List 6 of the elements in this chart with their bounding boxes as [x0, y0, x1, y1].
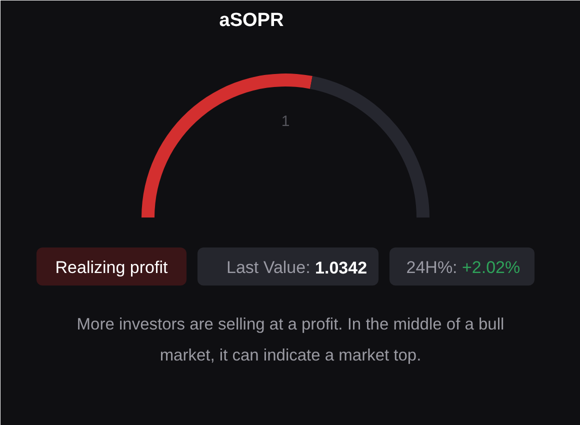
text: 24H%: +2.02% — [406, 258, 520, 277]
text: More investors are selling at a profit. In the middle of a bull market, it can indicate a market top. — [76, 316, 504, 364]
chart-title: aSOPR — [219, 10, 284, 31]
text: Realizing profit — [55, 258, 168, 277]
text: 1 — [281, 113, 290, 130]
text: Last Value: 1.0342 — [226, 258, 368, 278]
